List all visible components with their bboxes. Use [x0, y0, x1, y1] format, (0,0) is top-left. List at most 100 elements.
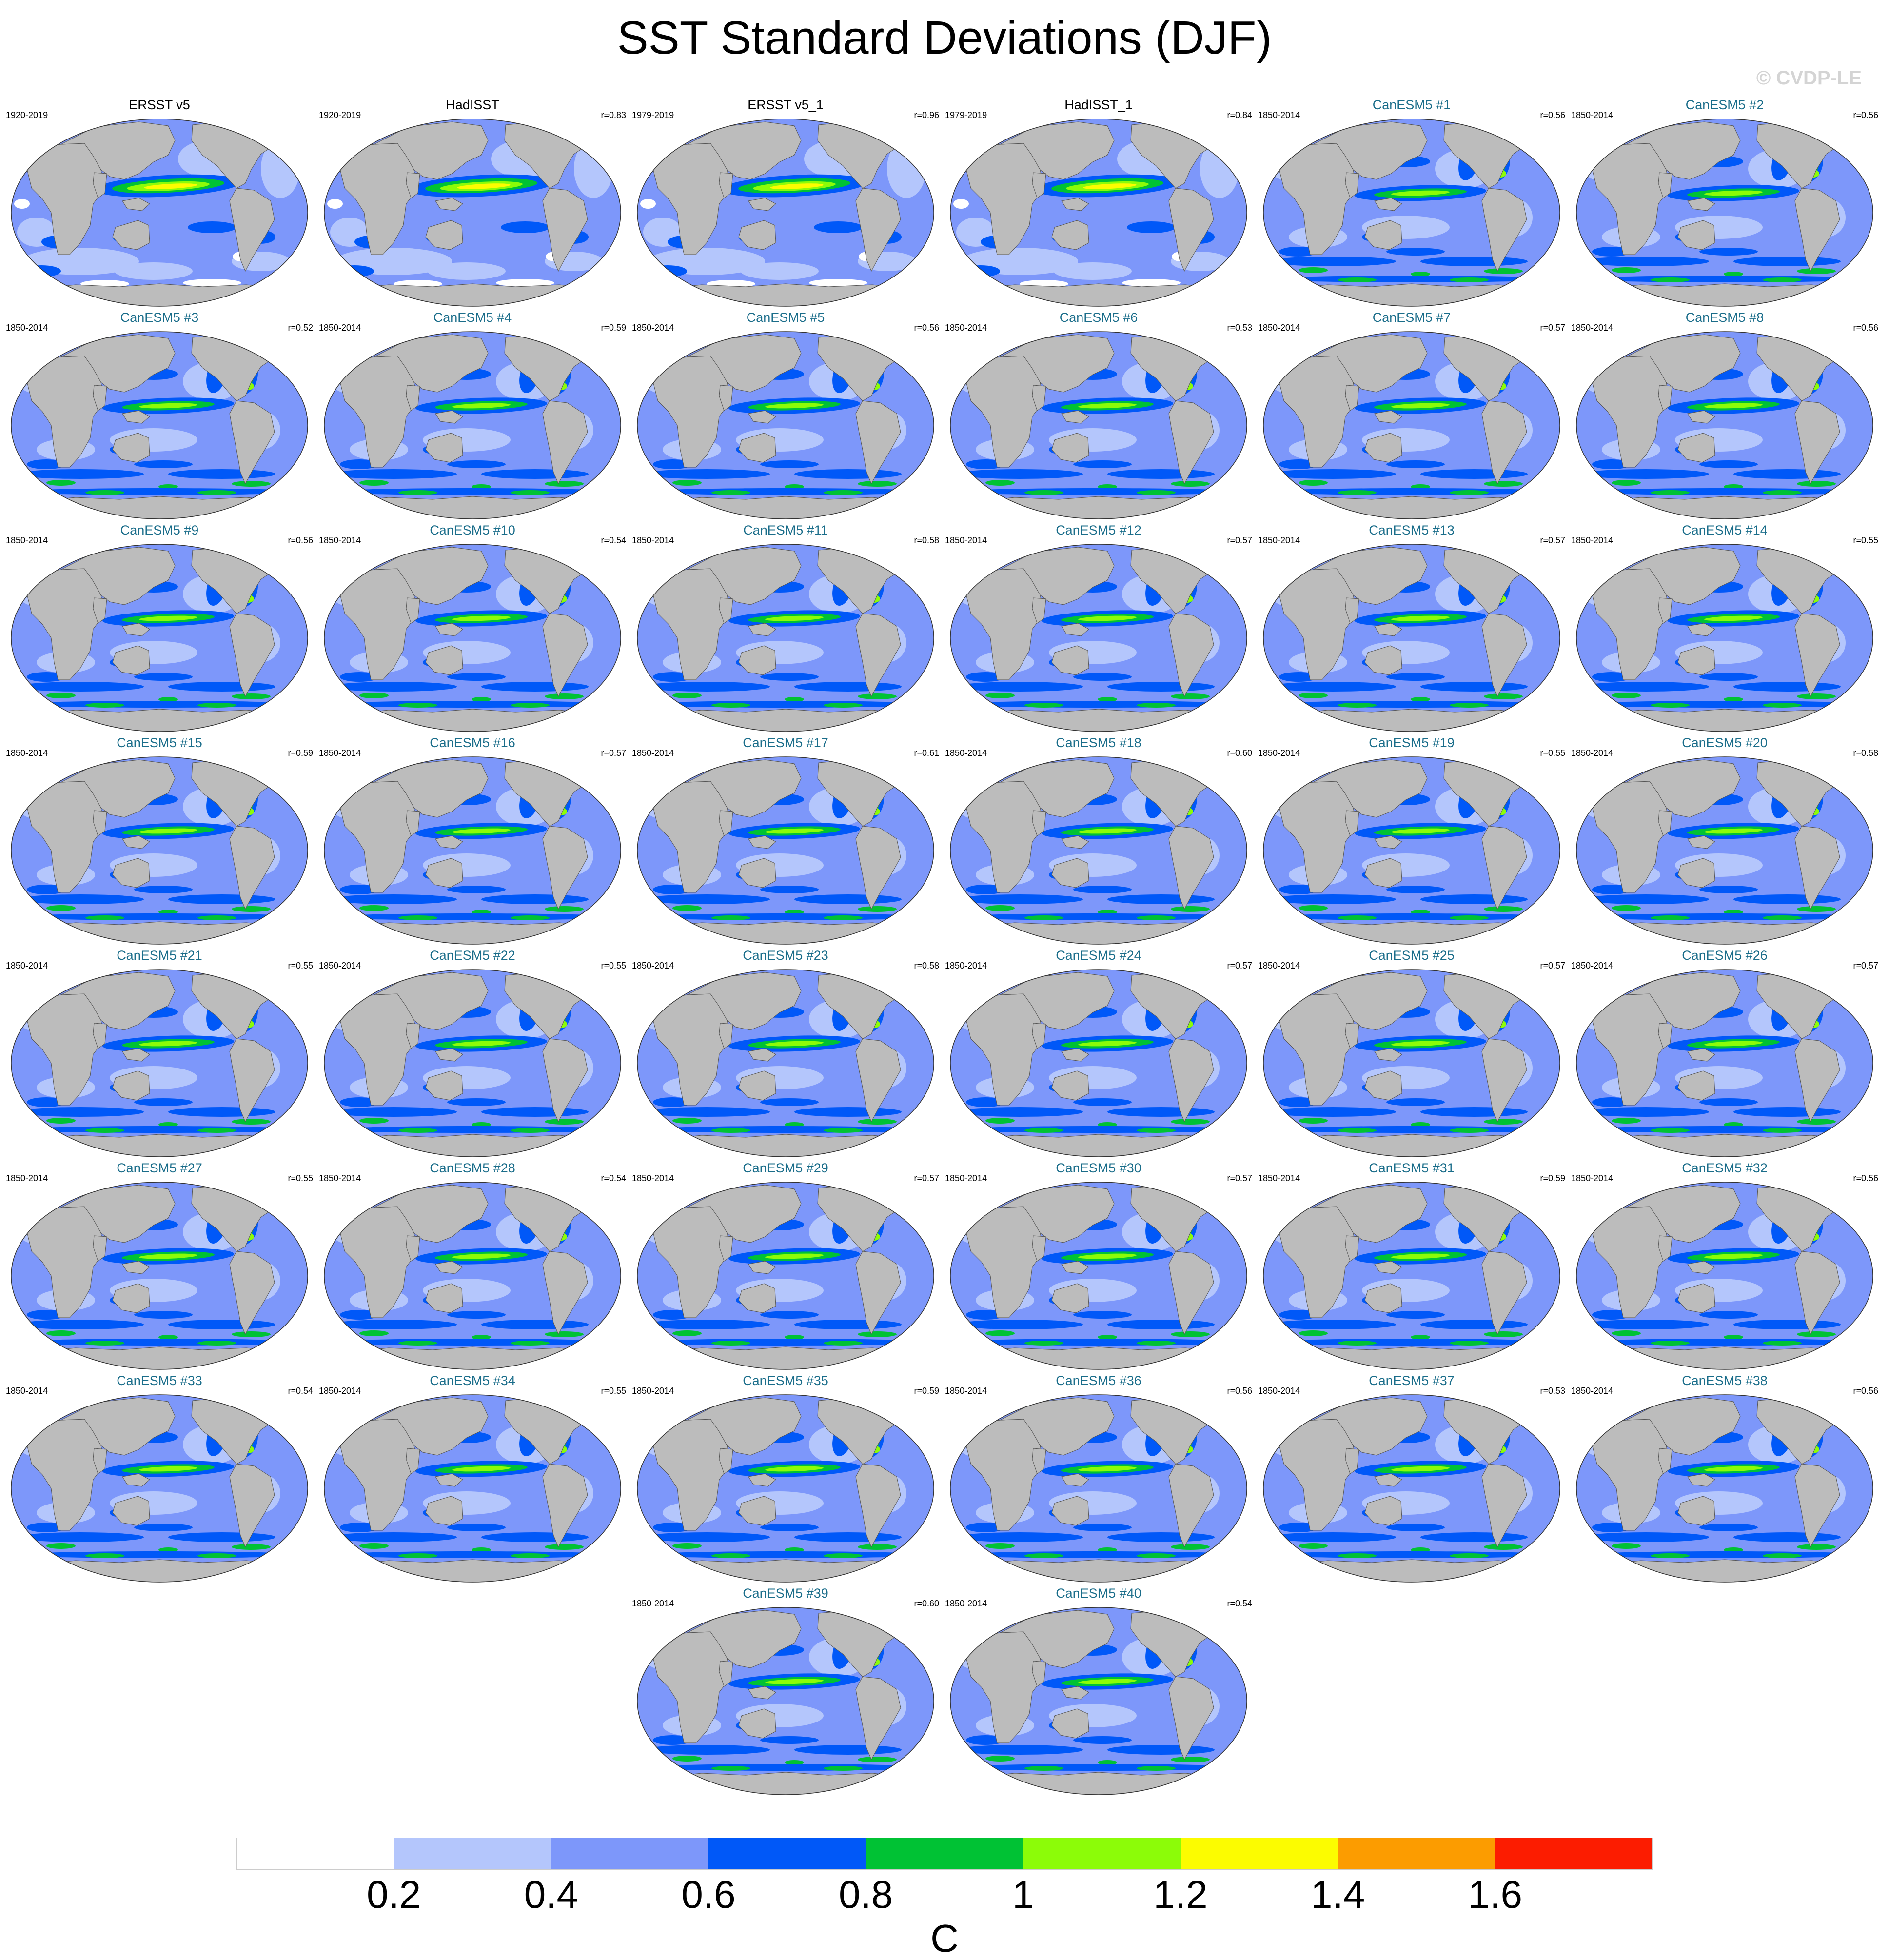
- land-mass: [1374, 410, 1402, 424]
- sst-contour: [1279, 1097, 1318, 1107]
- sst-contour: [1724, 1122, 1743, 1127]
- panel-period: 1850-2014: [1258, 748, 1300, 758]
- sst-contour: [765, 403, 824, 409]
- land-mass: [425, 433, 463, 463]
- sst-contour: [741, 262, 819, 280]
- sst-contour: [1592, 247, 1631, 257]
- sst-contour: [46, 905, 76, 911]
- sst-contour: [134, 1524, 193, 1531]
- sst-contour: [1763, 703, 1802, 708]
- map-panel: CanESM5 #39 1850-2014 r=0.60: [630, 1586, 941, 1799]
- sst-field: [1576, 332, 1873, 519]
- map-outline: [637, 1394, 934, 1583]
- map-outline: [324, 119, 621, 307]
- land-mass: [1481, 613, 1527, 697]
- land-mass: [93, 1235, 107, 1262]
- land-mass: [1826, 972, 1855, 992]
- land-mass: [1061, 410, 1089, 424]
- colorbar-segment: [866, 1838, 1023, 1870]
- sst-contour: [785, 697, 804, 702]
- map-outline: [11, 544, 308, 732]
- sst-contour: [1612, 267, 1641, 273]
- panel-period: 1850-2014: [1571, 748, 1614, 758]
- land-mass: [1601, 1559, 1851, 1582]
- panel-title: CanESM5 #1: [1372, 98, 1451, 112]
- map-panel: CanESM5 #30 1850-2014 r=0.57: [943, 1161, 1254, 1373]
- panel-title: CanESM5 #35: [743, 1373, 828, 1388]
- sst-field: [324, 544, 621, 732]
- sst-contour: [644, 701, 927, 708]
- land-mass: [36, 496, 286, 519]
- land-mass: [374, 547, 489, 605]
- land-mass: [435, 835, 463, 849]
- sst-contour: [545, 693, 584, 699]
- map-panel: CanESM5 #32 1850-2014 r=0.56: [1569, 1161, 1880, 1373]
- panel-title: CanESM5 #14: [1682, 523, 1768, 537]
- land-mass: [1061, 1473, 1089, 1487]
- sst-contour: [1391, 190, 1450, 196]
- pattern-correlation: r=0.55: [1540, 748, 1565, 758]
- land-mass: [122, 198, 150, 211]
- land-mass: [1061, 1261, 1089, 1274]
- land-mass: [1513, 972, 1542, 992]
- sst-contour: [1797, 1544, 1836, 1550]
- panel-period: 1920-2019: [319, 110, 361, 120]
- land-mass: [1826, 1397, 1855, 1418]
- sst-contour: [1484, 906, 1523, 912]
- panel-title: CanESM5 #24: [1056, 948, 1141, 963]
- sst-contour: [1582, 1320, 1709, 1329]
- sst-contour: [134, 1311, 193, 1319]
- sst-contour: [1171, 1119, 1210, 1125]
- world-map: [1576, 331, 1873, 519]
- sst-contour: [957, 913, 1240, 920]
- land-mass: [855, 1038, 901, 1123]
- sst-field: [637, 757, 934, 944]
- sst-contour: [1338, 703, 1377, 708]
- map-panel: ERSST v5 1920-2019: [4, 98, 315, 310]
- land-mass: [112, 1070, 150, 1101]
- sst-contour: [1269, 257, 1396, 266]
- land-mass: [1677, 858, 1715, 888]
- sst-field: [950, 119, 1247, 306]
- land-mass: [1826, 759, 1855, 780]
- sst-contour: [18, 1339, 301, 1346]
- panel-title: CanESM5 #22: [430, 948, 515, 963]
- sst-contour: [1137, 1128, 1176, 1133]
- land-mass: [260, 1185, 290, 1205]
- land-mass: [1601, 1134, 1851, 1157]
- land-mass: [112, 645, 150, 675]
- land-mass: [1658, 810, 1673, 836]
- panel-title: ERSST v5_1: [748, 98, 824, 112]
- land-mass: [1313, 547, 1428, 605]
- map-panel: CanESM5 #33 1850-2014 r=0.54: [4, 1373, 315, 1586]
- sst-contour: [956, 1107, 1083, 1117]
- sst-contour: [134, 460, 193, 468]
- sst-contour: [824, 703, 863, 708]
- land-mass: [36, 709, 286, 732]
- map-outline: [1576, 544, 1873, 732]
- sst-contour: [1269, 469, 1396, 479]
- land-mass: [1364, 1496, 1402, 1526]
- sst-contour: [1733, 257, 1841, 266]
- sst-field: [11, 1182, 308, 1369]
- panel-title: CanESM5 #32: [1682, 1161, 1768, 1175]
- land-mass: [855, 400, 901, 485]
- sst-field: [1576, 970, 1873, 1157]
- sst-contour: [985, 1543, 1015, 1549]
- sst-contour: [330, 894, 457, 904]
- map-panel: CanESM5 #28 1850-2014 r=0.54: [317, 1161, 628, 1373]
- map-panel: CanESM5 #25 1850-2014 r=0.57: [1256, 948, 1567, 1161]
- land-mass: [1032, 1448, 1046, 1474]
- panel-period: 1850-2014: [6, 748, 48, 758]
- pattern-correlation: r=0.56: [288, 535, 313, 545]
- land-mass: [1513, 121, 1542, 142]
- land-mass: [122, 1473, 150, 1487]
- sst-contour: [1078, 1679, 1137, 1684]
- map-panel: CanESM5 #10 1850-2014 r=0.54: [317, 523, 628, 735]
- sst-contour: [398, 1128, 437, 1133]
- map-panel: ERSST v5_1 1979-2019 r=0.96: [630, 98, 941, 310]
- sst-contour: [197, 703, 236, 708]
- land-mass: [60, 759, 176, 818]
- sst-contour: [511, 915, 550, 920]
- land-mass: [260, 1397, 290, 1418]
